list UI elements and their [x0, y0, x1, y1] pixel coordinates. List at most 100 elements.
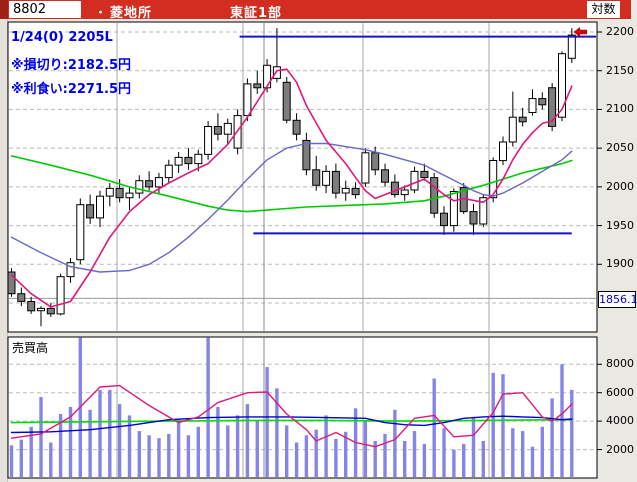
volume-bar: [157, 438, 161, 477]
price-axis-label: 1900: [606, 257, 634, 271]
volume-bar: [186, 435, 191, 477]
candle-body: [272, 66, 281, 79]
volume-bar: [216, 406, 220, 477]
volume-bar: [275, 388, 279, 477]
volume-bar: [334, 438, 338, 477]
volume-bar: [462, 443, 466, 477]
candle-body: [499, 141, 507, 162]
volume-bar: [501, 374, 505, 477]
stop-loss-annotation: ※損切り:2182.5円: [11, 58, 132, 73]
stock-name-label: 菱地所: [110, 6, 153, 21]
volume-bar: [285, 425, 289, 477]
candle-body: [508, 116, 517, 143]
candle-body: [331, 170, 340, 194]
candle-body: [538, 98, 547, 106]
volume-bar: [9, 445, 14, 477]
volume-bar: [432, 378, 436, 477]
candle-body: [518, 116, 527, 123]
volume-bar: [68, 406, 73, 477]
volume-bar: [29, 426, 33, 477]
stock-code-box[interactable]: 8802: [9, 1, 81, 18]
candle-body: [56, 276, 65, 315]
price-axis-label: 2000: [606, 179, 634, 193]
candle-body: [76, 204, 85, 261]
candle-body: [17, 293, 26, 302]
candle-body: [449, 191, 458, 227]
volume-bar: [481, 441, 485, 477]
ma-short-line: [10, 68, 573, 308]
price-panel[interactable]: [7, 21, 598, 333]
log-scale-toggle[interactable]: 対数: [587, 1, 620, 18]
volume-axis-label: 6000: [606, 385, 634, 399]
candle-body: [479, 197, 488, 225]
candle-body: [213, 126, 222, 135]
volume-bar: [452, 449, 456, 477]
volume-bar: [98, 389, 102, 477]
candle-body: [322, 170, 331, 186]
volume-bar: [393, 409, 397, 477]
volume-bar: [88, 409, 92, 477]
candle-body: [184, 156, 193, 165]
volume-panel[interactable]: [7, 336, 598, 479]
volume-bar: [58, 414, 63, 477]
candle-body: [115, 187, 124, 199]
volume-bar: [373, 441, 377, 477]
volume-bar: [265, 367, 269, 477]
candle-body: [174, 156, 183, 166]
volume-bar: [245, 404, 250, 477]
volume-bar: [167, 433, 171, 477]
volume-bar: [147, 435, 151, 477]
volume-bar: [560, 364, 564, 477]
candle-body: [400, 189, 409, 196]
candle-body: [420, 170, 429, 179]
ma-mid-line: [10, 142, 573, 273]
candle-body: [312, 169, 321, 186]
volume-bar: [412, 431, 417, 477]
candle-body: [154, 177, 163, 188]
candle-body: [341, 187, 350, 194]
volume-ma-long-line: [10, 418, 573, 424]
price-axis-label: 2150: [606, 63, 634, 77]
candle-body: [37, 307, 45, 312]
volume-bar: [540, 426, 544, 477]
volume-bar: [471, 416, 476, 477]
volume-bar: [39, 397, 43, 477]
candle-body: [430, 177, 439, 214]
candle-body: [263, 64, 272, 89]
candle-body: [292, 119, 301, 135]
volume-bar: [226, 425, 230, 477]
volume-bar: [363, 420, 368, 477]
volume-bar: [294, 442, 299, 477]
candle-body: [243, 83, 252, 117]
volume-bar: [570, 389, 574, 477]
candle-body: [302, 139, 311, 171]
candle-body: [469, 211, 478, 225]
volume-bar: [314, 429, 318, 477]
price-axis-label: 2050: [606, 141, 634, 155]
candle-body: [27, 301, 36, 312]
volume-axis-label: 2000: [606, 442, 634, 456]
price-axis-label: 2100: [606, 102, 634, 116]
volume-axis-label: 8000: [606, 357, 634, 371]
volume-bar: [235, 415, 240, 477]
candle-body: [66, 262, 75, 278]
candle-body: [96, 195, 104, 219]
market-section-label: 東証1部: [230, 6, 283, 21]
candle-body: [410, 170, 419, 191]
volume-bar: [304, 435, 309, 477]
volume-bar: [19, 439, 23, 477]
volume-bar: [196, 426, 200, 477]
volume-bar: [108, 389, 112, 477]
volume-panel-label: 売買高: [12, 341, 49, 355]
candle-body: [489, 160, 498, 199]
title-bar-corner-block: [0, 0, 8, 19]
volume-ma-mid-line: [10, 415, 573, 434]
candle-body: [46, 307, 55, 315]
price-axis-label: 1950: [606, 218, 634, 232]
title-bullet-icon: ・: [94, 6, 108, 21]
volume-bar: [442, 428, 446, 477]
candle-body: [125, 192, 134, 199]
candle-body: [440, 212, 448, 227]
